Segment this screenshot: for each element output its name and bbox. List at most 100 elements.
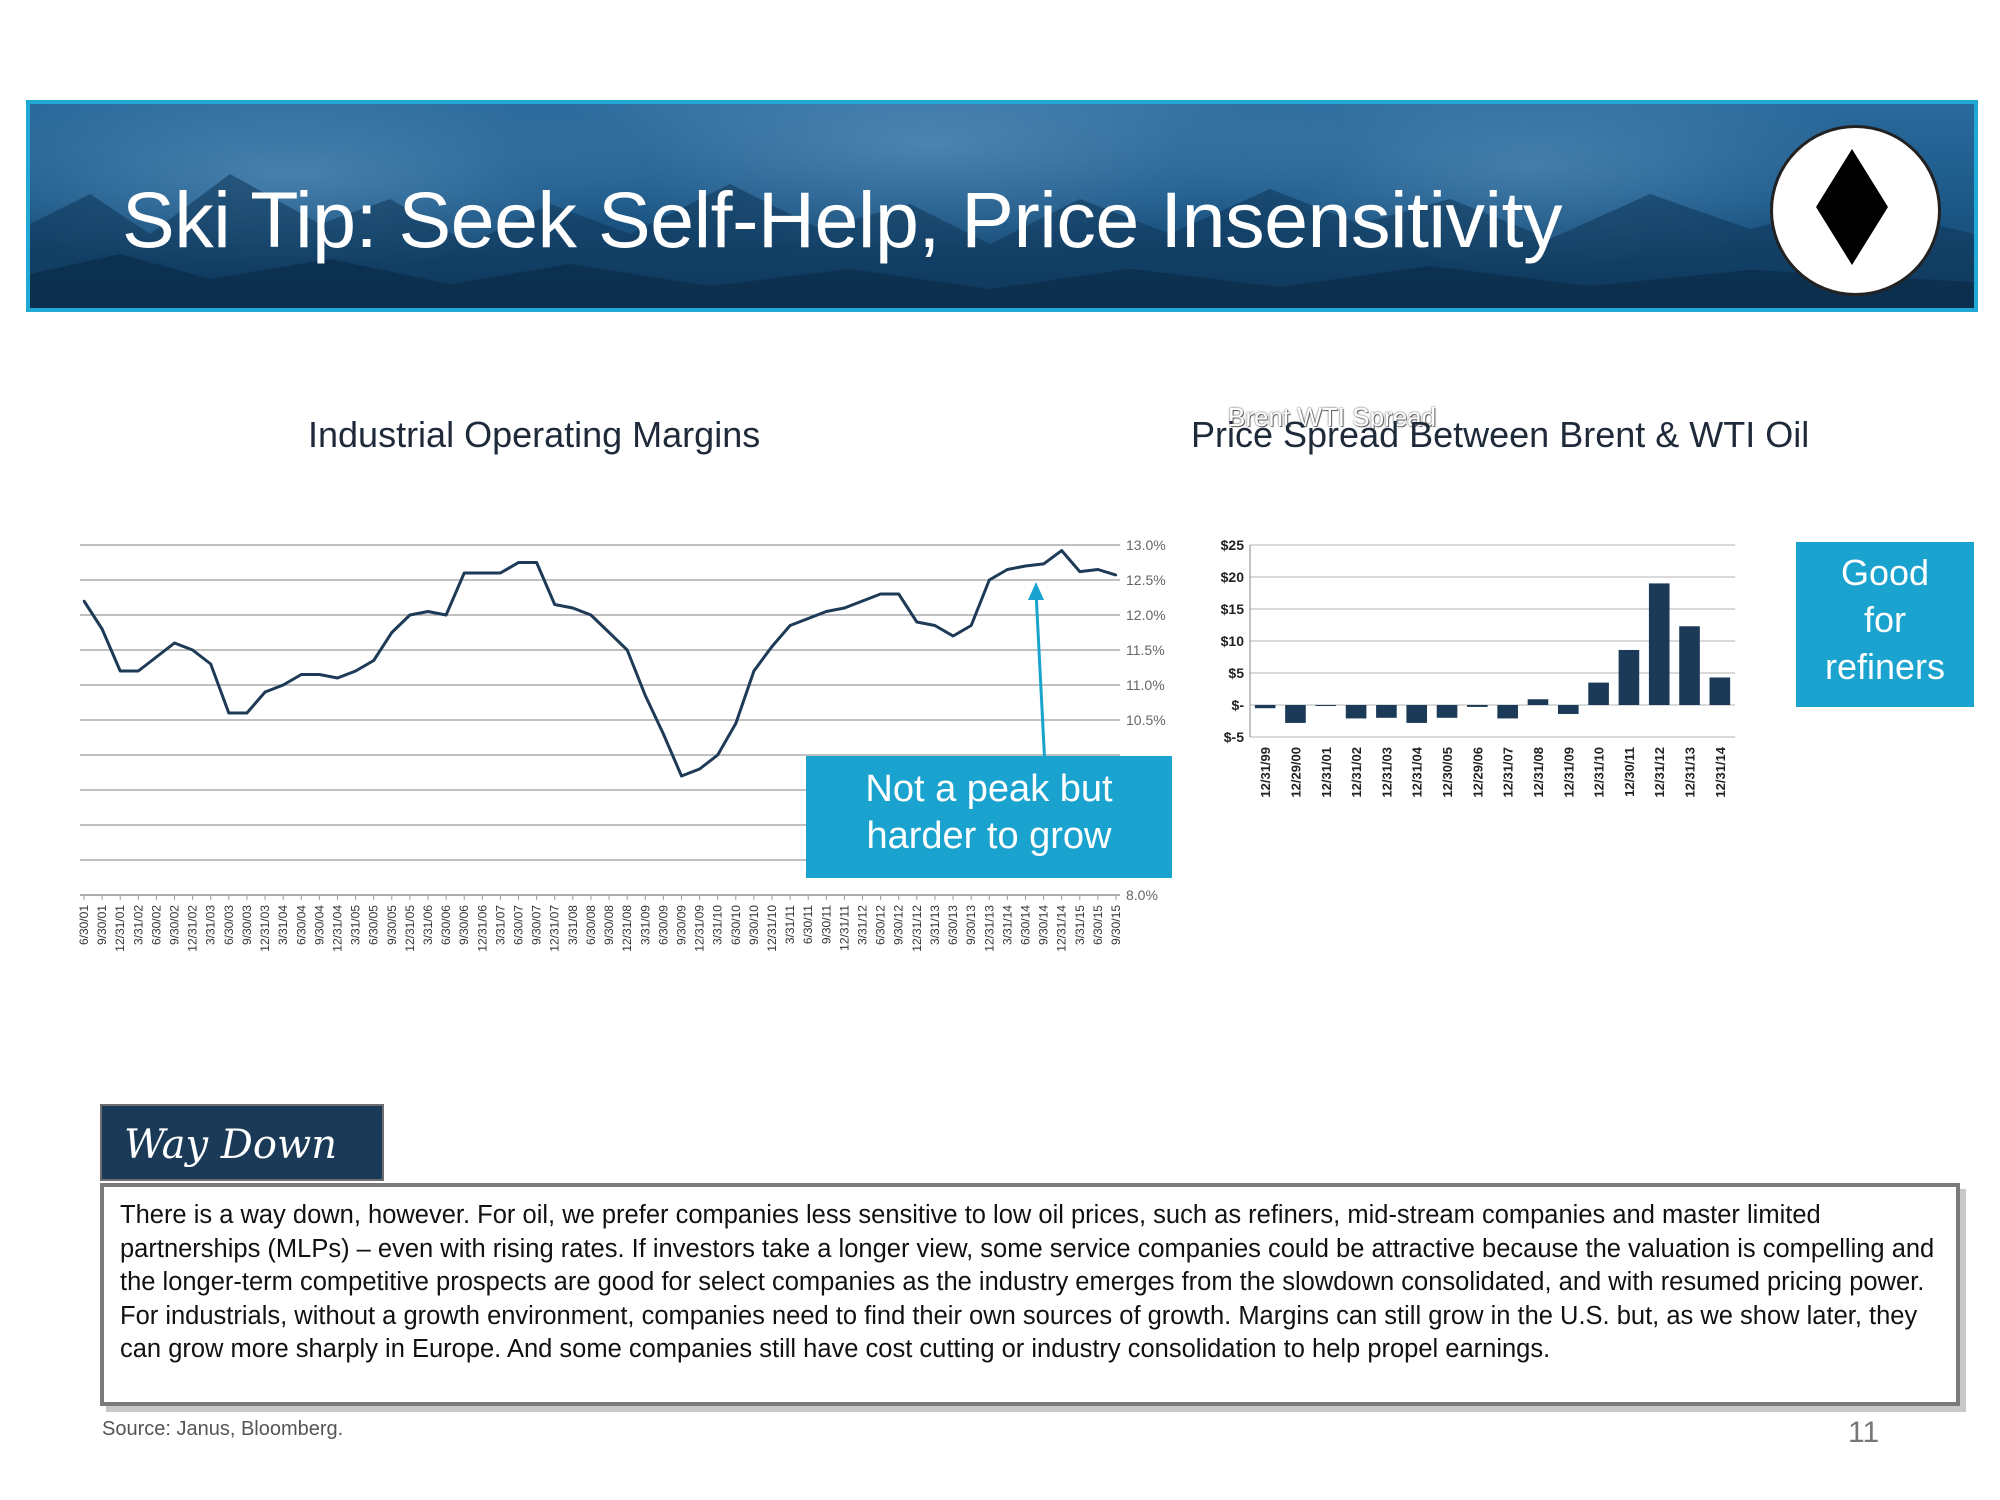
section-tab-label: Way Down [124, 1122, 337, 1168]
data-point [1060, 549, 1063, 552]
x-tick-label: 9/30/13 [964, 905, 978, 945]
data-point [209, 662, 212, 666]
x-tick-label: 6/30/02 [149, 905, 163, 945]
spread-bar [1679, 626, 1700, 705]
y-tick-label: $- [1232, 697, 1245, 713]
data-point [861, 599, 864, 603]
margin-series-line [82, 549, 1117, 778]
black-diamond-icon [1816, 149, 1888, 265]
data-point [82, 599, 86, 603]
y-tick-label: 12.0% [1126, 607, 1166, 623]
data-point [191, 648, 194, 652]
data-point [119, 669, 122, 673]
data-point [227, 711, 231, 715]
bar-chart-title: Price Spread Between Brent & WTI Oil [1191, 414, 1810, 455]
data-point [879, 592, 882, 596]
x-tick-label: 12/31/12 [910, 905, 924, 952]
black-diamond-badge [1770, 125, 1941, 296]
x-tick-label: 6/30/04 [294, 905, 308, 945]
data-point [173, 641, 176, 645]
page-title: Ski Tip: Seek Self-Help, Price Insensiti… [122, 175, 1563, 264]
data-point [553, 603, 556, 606]
x-tick-label: 3/31/11 [783, 905, 797, 944]
x-tick-label: 3/31/02 [131, 905, 145, 945]
data-point [481, 571, 484, 575]
x-tick-label: 9/30/10 [747, 905, 761, 945]
data-point [245, 711, 249, 715]
data-point [1024, 564, 1027, 568]
x-tick-label: 6/30/12 [874, 905, 888, 945]
x-tick-label: 12/31/08 [1531, 747, 1546, 798]
data-point [1042, 562, 1045, 566]
data-point [933, 624, 937, 627]
data-point [625, 648, 629, 652]
spread-bar [1557, 705, 1579, 714]
x-tick-label: 6/30/10 [729, 905, 743, 945]
x-tick-label: 12/31/01 [1319, 747, 1334, 798]
callout-refiners: refiners [1824, 646, 1946, 687]
y-tick-label: 13.0% [1126, 537, 1166, 553]
y-tick-label: 11.0% [1126, 677, 1165, 693]
spread-bar [1436, 705, 1458, 718]
x-tick-label: 12/31/01 [113, 905, 127, 952]
y-tick-label: 8.0% [1126, 887, 1158, 903]
x-tick-label: 12/30/11 [1622, 747, 1637, 797]
x-tick-label: 9/30/06 [457, 905, 471, 945]
data-point [698, 767, 701, 771]
x-tick-label: 6/30/03 [222, 905, 236, 945]
data-point [354, 669, 357, 673]
x-tick-label: 9/30/07 [530, 905, 544, 945]
data-point [1114, 573, 1118, 577]
line-chart-title: Industrial Operating Margins [308, 414, 761, 455]
data-point [915, 620, 919, 624]
x-tick-label: 9/30/02 [168, 905, 182, 945]
x-tick-label: 12/31/09 [1561, 747, 1576, 798]
x-tick-label: 6/30/15 [1091, 905, 1105, 945]
x-tick-label: 12/30/05 [1440, 747, 1455, 798]
section-body: There is a way down, however. For oil, w… [100, 1183, 1960, 1406]
data-point [426, 610, 430, 613]
data-point [517, 561, 520, 564]
x-tick-label: 12/31/13 [982, 905, 996, 952]
x-tick-label: 12/29/06 [1470, 747, 1485, 798]
x-tick-label: 3/31/10 [711, 905, 725, 945]
x-tick-label: 6/30/05 [367, 905, 381, 945]
x-tick-label: 9/30/01 [95, 905, 109, 945]
callout-good: Good [1840, 552, 1930, 593]
x-tick-label: 6/30/11 [801, 905, 815, 944]
x-tick-label: 12/31/13 [1683, 747, 1698, 798]
data-point [644, 694, 647, 697]
x-tick-label: 12/31/12 [1652, 747, 1667, 798]
spread-bar [1345, 705, 1367, 719]
x-tick-label: 12/31/14 [1055, 905, 1069, 952]
data-point [897, 592, 900, 596]
x-tick-label: 12/31/04 [1410, 746, 1425, 797]
x-tick-label: 3/31/05 [349, 905, 363, 945]
x-tick-label: 3/31/12 [856, 905, 870, 945]
spread-bar [1648, 583, 1670, 705]
callout-line-1: Not a peak but [865, 768, 1113, 810]
data-point [951, 634, 955, 638]
spread-bar [1285, 705, 1306, 723]
x-tick-label: 6/30/01 [77, 905, 91, 945]
y-tick-label: $10 [1221, 633, 1245, 649]
spread-bar [1376, 705, 1397, 718]
y-tick-label: $15 [1221, 601, 1245, 617]
x-tick-label: 3/31/09 [638, 905, 652, 945]
data-point [463, 571, 466, 575]
callout-for: for [1863, 599, 1906, 640]
source-note: Source: Janus, Bloomberg. [102, 1418, 344, 1440]
x-tick-label: 12/31/11 [837, 905, 851, 951]
x-tick-label: 12/31/02 [186, 905, 200, 952]
x-tick-label: 9/30/09 [674, 905, 688, 945]
data-point [571, 606, 575, 610]
x-tick-label: 12/31/10 [1592, 747, 1607, 798]
x-tick-label: 12/31/04 [330, 905, 344, 952]
x-tick-label: 3/31/07 [493, 905, 507, 945]
x-tick-label: 9/30/04 [312, 905, 326, 945]
data-point [155, 655, 158, 659]
x-tick-label: 12/31/07 [1501, 747, 1516, 798]
x-tick-label: 3/31/06 [421, 905, 435, 945]
data-point [300, 673, 303, 676]
y-tick-label: 11.5% [1126, 642, 1165, 658]
